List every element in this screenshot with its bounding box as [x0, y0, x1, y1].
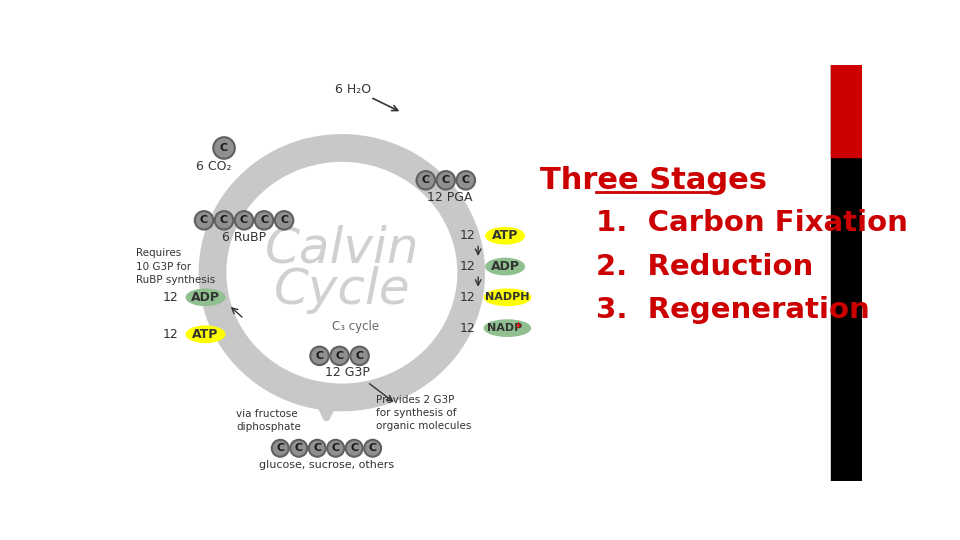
- Text: 6 H₂O: 6 H₂O: [335, 83, 372, 96]
- Circle shape: [309, 440, 325, 457]
- Text: 6 CO₂: 6 CO₂: [196, 160, 231, 173]
- Circle shape: [290, 440, 307, 457]
- Text: NADP: NADP: [487, 323, 522, 333]
- Text: C: C: [295, 443, 302, 453]
- Text: C: C: [369, 443, 376, 453]
- Circle shape: [215, 211, 233, 230]
- Circle shape: [310, 347, 328, 365]
- Text: Requires
10 G3P for
RuBP synthesis: Requires 10 G3P for RuBP synthesis: [136, 248, 215, 285]
- Text: C: C: [462, 176, 469, 185]
- Text: Three Stages: Three Stages: [540, 166, 767, 195]
- Bar: [830, 65, 861, 157]
- Text: 12: 12: [460, 322, 475, 335]
- Text: 12: 12: [460, 230, 475, 242]
- Text: ATP: ATP: [492, 230, 518, 242]
- Text: C: C: [200, 215, 208, 225]
- Circle shape: [213, 137, 235, 159]
- Circle shape: [327, 440, 344, 457]
- Ellipse shape: [185, 326, 226, 343]
- Text: Calvin: Calvin: [265, 224, 420, 272]
- Text: C: C: [350, 443, 358, 453]
- Circle shape: [457, 171, 475, 190]
- Circle shape: [275, 211, 294, 230]
- Text: 6 RuBP: 6 RuBP: [222, 231, 266, 244]
- Text: C: C: [355, 351, 364, 361]
- Text: 12: 12: [460, 291, 475, 304]
- Text: 3.  Regeneration: 3. Regeneration: [596, 296, 870, 323]
- Circle shape: [254, 211, 274, 230]
- Ellipse shape: [484, 319, 531, 337]
- Text: ATP: ATP: [192, 328, 219, 341]
- Circle shape: [346, 440, 363, 457]
- Circle shape: [235, 211, 253, 230]
- Text: C: C: [220, 215, 228, 225]
- Text: C: C: [316, 351, 324, 361]
- Text: NADPH: NADPH: [485, 292, 530, 302]
- Circle shape: [350, 347, 369, 365]
- Text: 2.  Reduction: 2. Reduction: [596, 253, 813, 281]
- Ellipse shape: [485, 227, 525, 245]
- Text: C: C: [421, 176, 430, 185]
- Text: 12: 12: [162, 328, 178, 341]
- Text: C: C: [331, 443, 340, 453]
- Circle shape: [330, 347, 348, 365]
- Text: C: C: [220, 143, 228, 153]
- Bar: [830, 65, 861, 481]
- Text: ADP: ADP: [491, 260, 519, 273]
- Text: C: C: [280, 215, 288, 225]
- Text: C: C: [260, 215, 268, 225]
- Text: ADP: ADP: [191, 291, 220, 304]
- Text: C₃ cycle: C₃ cycle: [332, 320, 379, 333]
- Text: Cycle: Cycle: [274, 266, 410, 314]
- Text: 12: 12: [162, 291, 178, 304]
- Text: 12: 12: [460, 260, 475, 273]
- Text: C: C: [313, 443, 322, 453]
- Text: via fructose
diphosphate: via fructose diphosphate: [236, 409, 301, 432]
- Ellipse shape: [185, 288, 226, 306]
- Text: Provides 2 G3P
for synthesis of
organic molecules: Provides 2 G3P for synthesis of organic …: [376, 395, 472, 431]
- Ellipse shape: [484, 288, 531, 306]
- Circle shape: [417, 171, 435, 190]
- Text: C: C: [335, 351, 344, 361]
- Circle shape: [437, 171, 455, 190]
- Text: C: C: [442, 176, 450, 185]
- Circle shape: [364, 440, 381, 457]
- Text: C: C: [276, 443, 284, 453]
- Circle shape: [195, 211, 213, 230]
- Text: +: +: [514, 321, 520, 329]
- Text: 12 PGA: 12 PGA: [427, 191, 472, 204]
- Text: 1.  Carbon Fixation: 1. Carbon Fixation: [596, 208, 908, 237]
- Text: glucose, sucrose, others: glucose, sucrose, others: [259, 460, 394, 470]
- Text: 12 G3P: 12 G3P: [324, 366, 370, 379]
- Text: C: C: [240, 215, 248, 225]
- Ellipse shape: [485, 258, 525, 275]
- Circle shape: [272, 440, 289, 457]
